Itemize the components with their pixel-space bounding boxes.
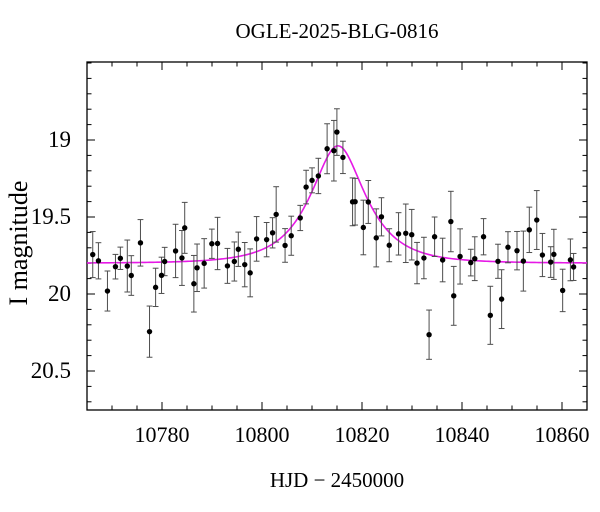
svg-text:20.5: 20.5 <box>31 358 71 383</box>
svg-text:19.5: 19.5 <box>31 204 71 229</box>
svg-text:10800: 10800 <box>235 422 290 447</box>
svg-text:10840: 10840 <box>435 422 490 447</box>
svg-text:10780: 10780 <box>135 422 190 447</box>
svg-text:10860: 10860 <box>535 422 590 447</box>
svg-text:20: 20 <box>48 281 71 306</box>
svg-text:10820: 10820 <box>335 422 390 447</box>
svg-text:19: 19 <box>48 127 71 152</box>
